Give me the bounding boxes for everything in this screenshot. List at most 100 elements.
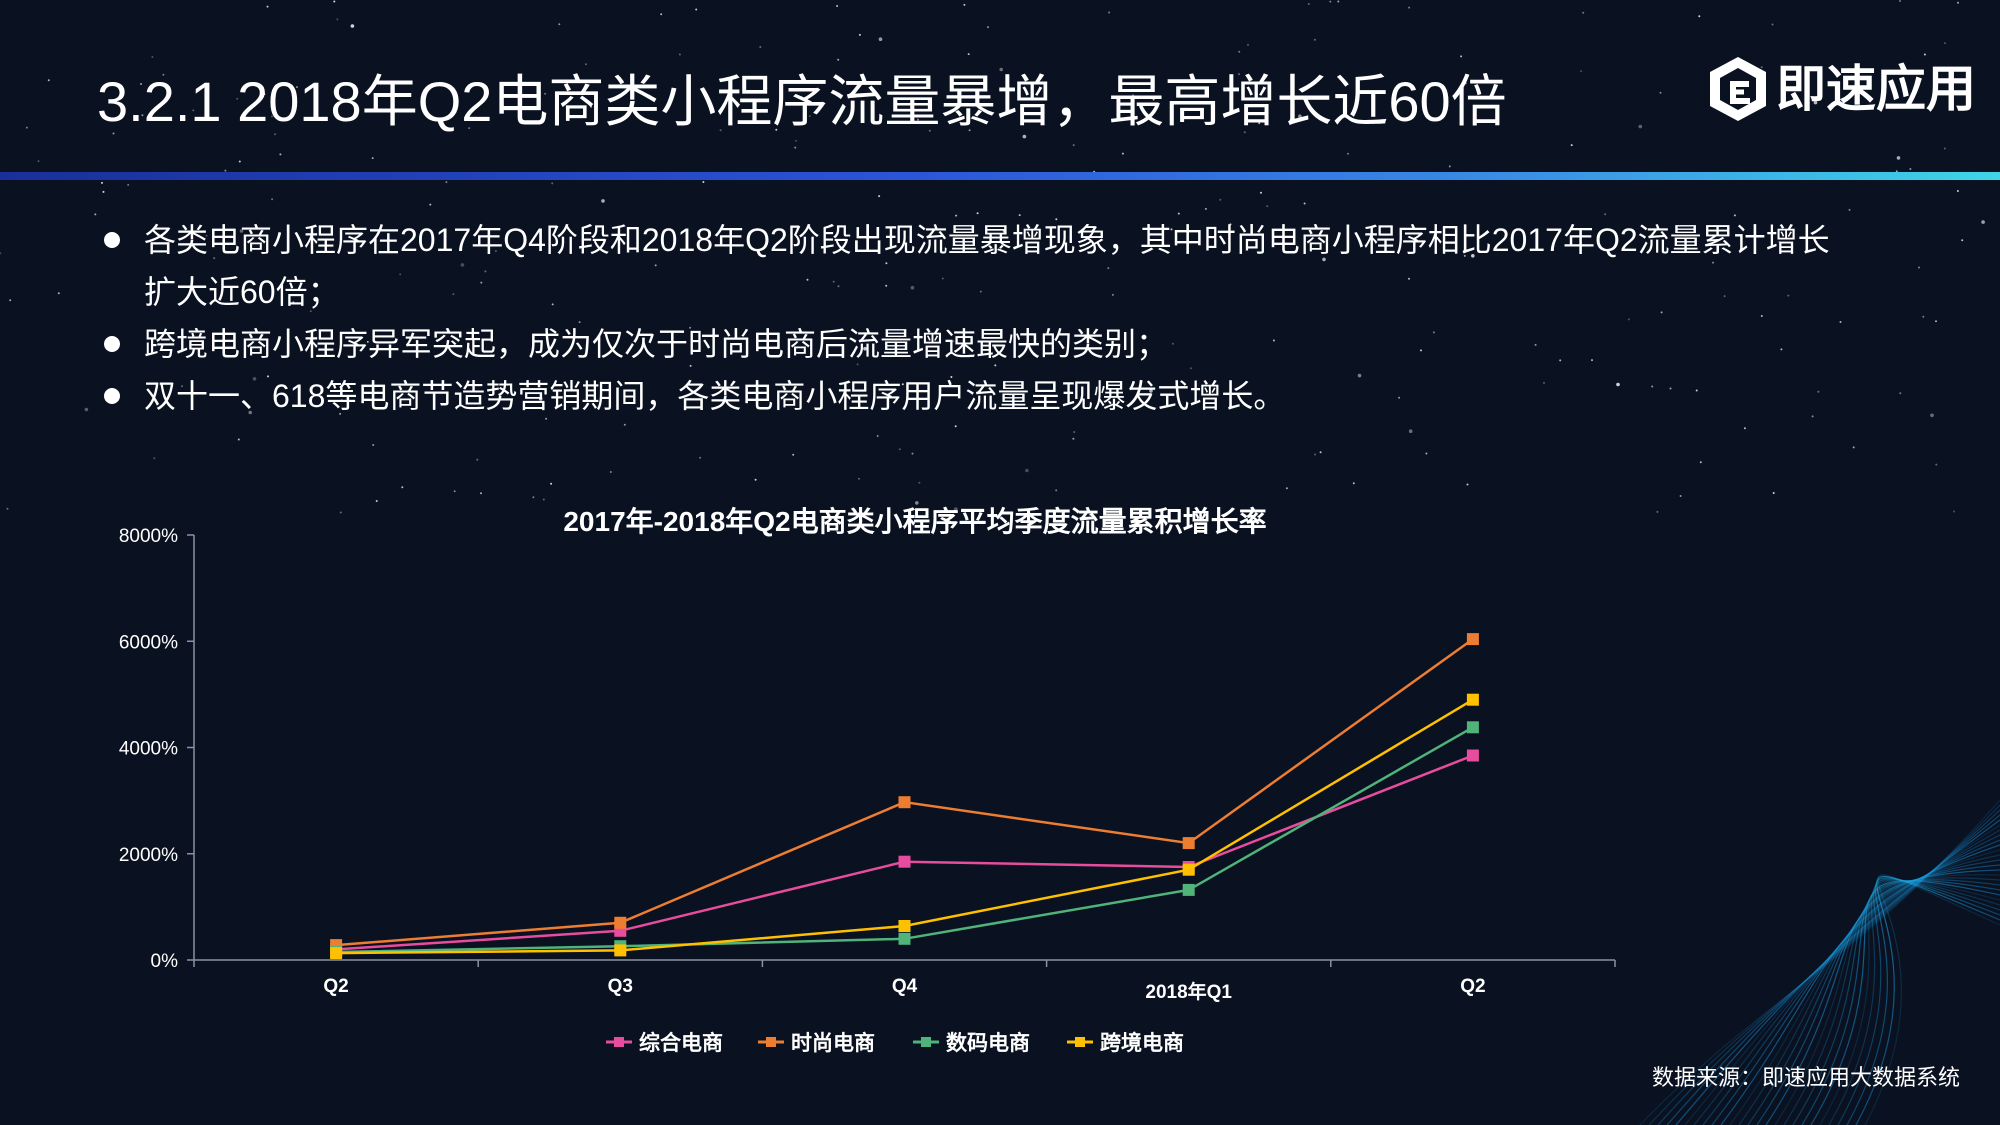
star-dot	[792, 453, 795, 456]
star-dot	[1582, 11, 1585, 14]
star-dot	[453, 490, 456, 493]
star-dot	[1698, 15, 1701, 18]
star-dot	[47, 79, 50, 82]
star-dot	[1247, 43, 1249, 46]
star-dot	[994, 364, 997, 367]
star-dot	[578, 321, 581, 324]
star-dot	[858, 477, 860, 480]
series-line	[336, 698, 1474, 955]
star-dot	[181, 385, 183, 388]
star-dot	[1460, 55, 1463, 58]
star-dot	[476, 458, 479, 461]
star-dot	[689, 364, 692, 367]
star-dot	[1352, 482, 1355, 485]
wave-line	[1756, 864, 2000, 1125]
chart-series	[330, 633, 1479, 960]
star-dot	[918, 481, 921, 484]
star-dot	[1627, 318, 1630, 321]
star-dot	[239, 229, 244, 233]
star-dot	[806, 278, 809, 281]
star-dot	[794, 146, 797, 149]
wave-line	[1864, 874, 2000, 1125]
star-dot	[445, 181, 448, 184]
star-dot	[1895, 170, 1898, 173]
star-dot	[1464, 82, 1467, 85]
star-dot	[1699, 461, 1702, 464]
star-dot	[279, 153, 282, 156]
star-dot	[141, 114, 144, 117]
star-dot	[551, 303, 554, 306]
data-point	[1466, 633, 1479, 646]
star-dot	[1961, 239, 1964, 242]
star-dot	[429, 203, 432, 206]
star-dot	[1943, 147, 1946, 150]
star-dot	[963, 3, 966, 6]
star-dot	[506, 245, 509, 248]
star-dot	[151, 56, 154, 58]
wave-line	[1810, 880, 2000, 1125]
star-dot	[267, 375, 269, 378]
star-dot	[878, 195, 881, 198]
star-dot	[252, 377, 257, 381]
star-dot	[468, 127, 471, 130]
star-dot	[1055, 218, 1058, 221]
star-dot	[1055, 489, 1058, 492]
star-dot	[1896, 156, 1901, 160]
star-dot	[1322, 257, 1326, 262]
x-tick-label: Q3	[608, 976, 633, 997]
star-dot	[1466, 483, 1469, 486]
brand-name: 即速应用	[1776, 61, 1976, 117]
star-dot	[1534, 343, 1537, 346]
star-dot	[1669, 387, 1672, 390]
star-dot	[979, 290, 982, 293]
data-point	[1182, 883, 1195, 896]
star-dot	[863, 346, 867, 351]
star-dot	[1337, 0, 1340, 3]
star-dot	[1651, 385, 1654, 388]
star-dot	[808, 115, 811, 118]
data-point	[898, 855, 911, 868]
line-chart: 2017年-2018年Q2电商类小程序平均季度流量累积增长率 0% 2000% 40…	[119, 505, 1616, 1055]
star-dot	[1018, 214, 1021, 217]
legend-item: 综合电商	[606, 1031, 723, 1055]
star-dot	[1743, 427, 1746, 430]
star-dot	[941, 277, 944, 280]
star-dot	[689, 326, 692, 329]
star-dot	[1923, 53, 1926, 56]
star-dot	[623, 423, 626, 426]
star-dot	[759, 46, 762, 48]
bullet-text: 双十一、618等电商节造势营销期间，各类电商小程序用户流量呈现爆发式增长。	[144, 378, 1286, 414]
star-dot	[1899, 392, 1902, 395]
star-dot	[1170, 228, 1173, 231]
star-dot	[1943, 42, 1946, 45]
legend-item: 跨境电商	[1067, 1031, 1184, 1055]
y-tick-label: 2000%	[119, 845, 178, 866]
star-dot	[1025, 468, 1029, 473]
star-dot	[719, 129, 722, 132]
star-dot	[37, 160, 40, 163]
star-dot	[695, 8, 698, 11]
star-dot	[1772, 492, 1775, 494]
star-dot	[6, 507, 9, 510]
star-dot	[1347, 152, 1349, 155]
wave-line	[1792, 879, 2000, 1125]
star-dot	[924, 80, 927, 83]
y-tick-label: 8000%	[119, 526, 178, 547]
star-dot	[538, 396, 543, 401]
star-dot	[837, 285, 840, 288]
star-dot	[9, 299, 12, 302]
star-dot	[112, 132, 115, 135]
star-dot	[1303, 202, 1306, 205]
star-dot	[1108, 11, 1111, 14]
data-point	[898, 920, 911, 932]
data-point	[1182, 837, 1195, 850]
star-dot	[1956, 190, 1959, 192]
star-dot	[127, 183, 130, 186]
star-dot	[911, 452, 914, 455]
data-point	[614, 944, 627, 957]
star-dot	[248, 410, 252, 415]
data-point	[1466, 693, 1479, 706]
star-dot	[584, 63, 587, 66]
star-dot	[494, 250, 497, 253]
